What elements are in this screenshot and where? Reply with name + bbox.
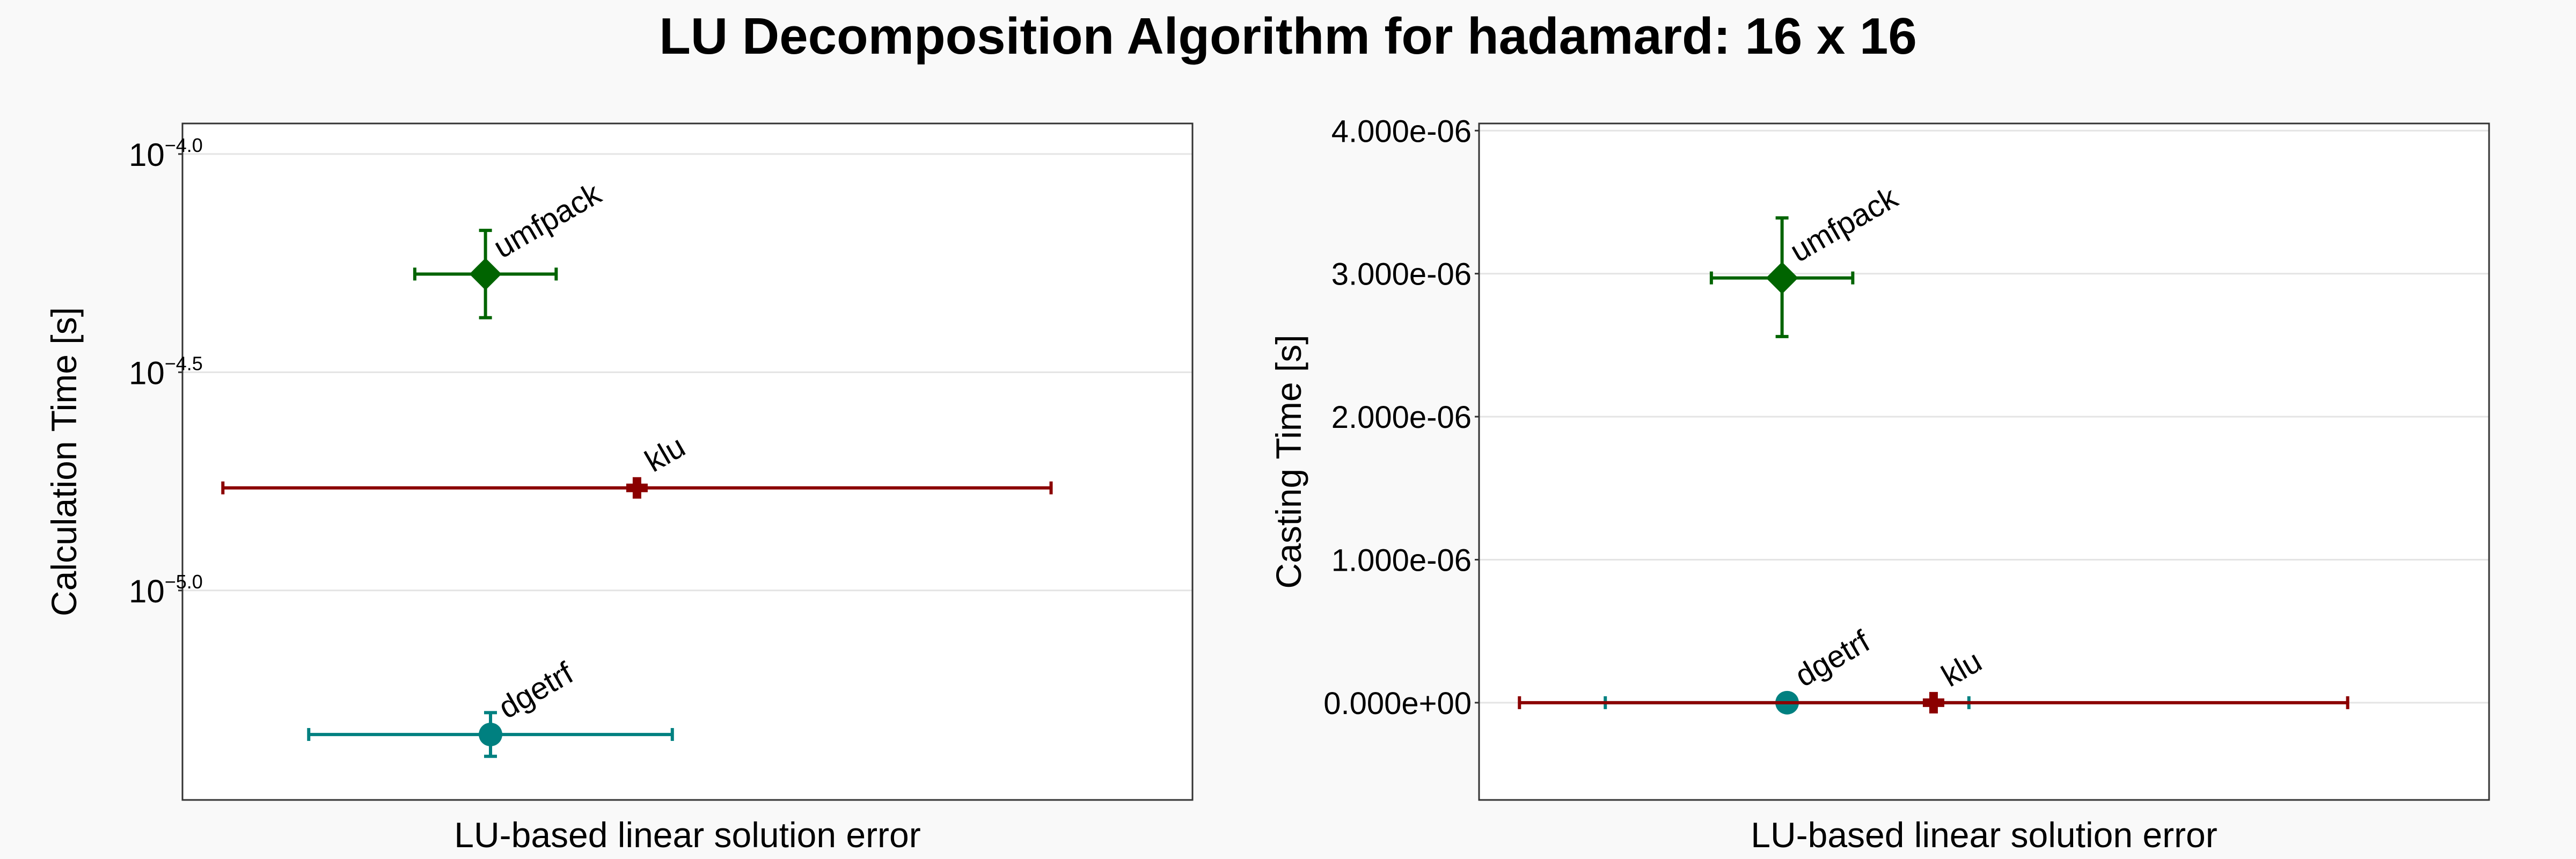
y-tick-label: 10−4.0 <box>129 134 203 173</box>
panels: 10−4.0 10−4.5 10−5.0 LU-based linear soluti… <box>44 114 2490 855</box>
diamond-marker <box>1766 261 1798 294</box>
y-tick-label: 2.000e-06 <box>1331 400 1472 435</box>
plot-frame <box>181 122 1194 801</box>
y-tick-label: 10−4.5 <box>129 352 203 391</box>
panel-2: 4.000e-06 3.000e-06 2.000e-06 1.000e-06 0.00… <box>1269 114 2490 855</box>
chart-title: LU Decomposition Algorithm for hadamard:… <box>659 8 1916 65</box>
x-axis-label: LU-based linear solution error <box>454 815 920 855</box>
y-tick-label: 1.000e-06 <box>1331 543 1472 578</box>
x-axis-label: LU-based linear solution error <box>1751 815 2217 855</box>
y-tick-label: 3.000e-06 <box>1331 257 1472 292</box>
y-axis-label: Calculation Time [s] <box>44 307 84 616</box>
y-axis-label: Casting Time [s] <box>1269 334 1308 588</box>
plot-background <box>182 123 1192 800</box>
y-tick-label: 0.000e+00 <box>1323 686 1472 721</box>
circle-marker <box>479 723 503 747</box>
plot-frame <box>1478 122 2490 801</box>
cross-marker-v <box>632 477 641 499</box>
y-tick-label: 10−5.0 <box>129 571 203 609</box>
diamond-marker <box>469 258 502 290</box>
plot-background <box>1479 123 2489 800</box>
panel-1: 10−4.0 10−4.5 10−5.0 LU-based linear soluti… <box>44 122 1194 855</box>
cross-marker-v <box>1929 691 1938 714</box>
y-tick-label: 4.000e-06 <box>1331 114 1472 149</box>
